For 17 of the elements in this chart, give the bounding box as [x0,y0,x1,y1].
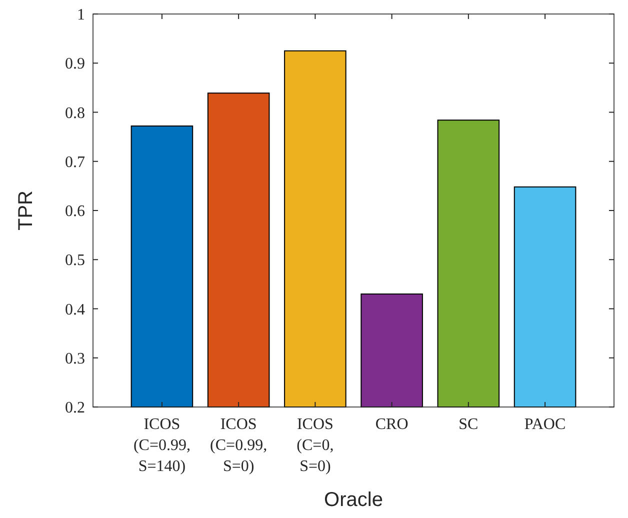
y-tick-label: 0.5 [65,252,85,270]
y-tick-label: 0.2 [65,400,85,417]
x-tick-label: ICOS (C=0.99, S=0) [210,416,268,475]
x-tick-label: CRO [375,416,408,433]
x-tick-label: PAOC [524,416,566,433]
y-tick-label: 0.4 [65,301,85,318]
y-tick-label: 0.6 [65,203,85,220]
y-tick-label: 0.3 [65,350,85,368]
x-tick-label: ICOS (C=0, S=0) [296,416,334,475]
y-tick-label: 0.8 [65,104,85,122]
y-tick-label: 0.7 [65,154,85,171]
x-axis-title: Oracle [324,489,383,511]
y-tick-label: 0.9 [65,56,85,73]
y-tick-label: 1 [77,6,85,24]
x-tick-label: SC [458,416,478,433]
x-tick-label: ICOS (C=0.99, S=140) [133,416,190,475]
y-axis-title: TPR [15,190,37,230]
